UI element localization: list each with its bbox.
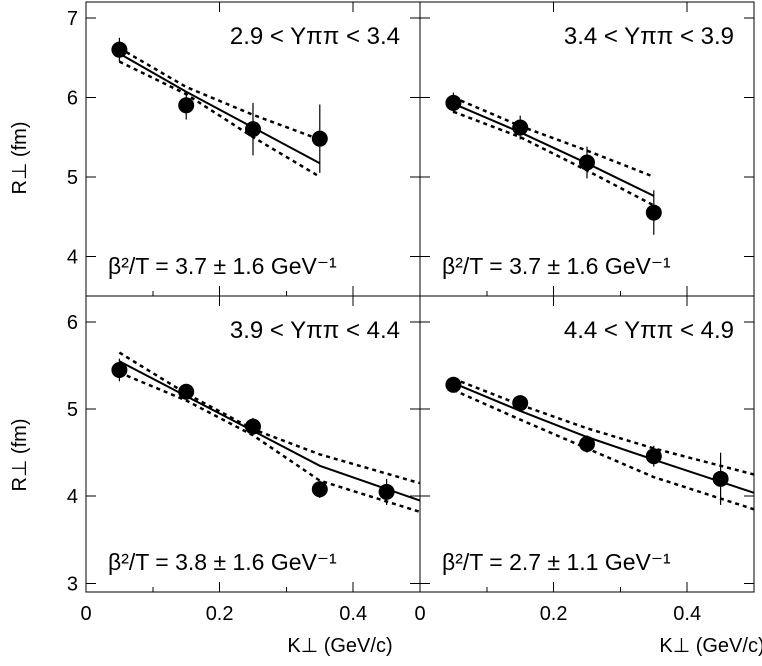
data-point [178, 383, 195, 400]
panel-annotation: β²/T = 3.8 ± 1.6 GeV⁻¹ [108, 549, 337, 575]
panel-bottom-right: 0 0.2 0.4 4.4 < Yππ < 4.9 β²/T = 2.7 ± 1.1 G… [414, 295, 755, 625]
data-point [245, 121, 261, 138]
data-point [512, 119, 529, 136]
fit-line [453, 102, 655, 197]
panel-title: 2.9 < Yππ < 3.4 [230, 23, 400, 50]
y-tick-label: 5 [67, 167, 78, 189]
ylabel-top: R⊥ (fm) [9, 122, 31, 195]
panel-annotation: β²/T = 3.7 ± 1.6 GeV⁻¹ [108, 253, 337, 279]
y-tick-label: 4 [67, 486, 78, 508]
y-tick-label: 4 [67, 246, 78, 268]
fit-lower-bound [118, 60, 321, 178]
y-tick-label: 5 [67, 399, 78, 421]
x-tick-label: 0.2 [206, 603, 234, 625]
y-tick-label: 6 [67, 312, 78, 334]
panel-bottom-left: 3 4 5 6 0 0.2 0.4 3.9 < Yππ < 4.4 β²/T = 3.8 ± 1… [67, 295, 421, 625]
y-tick-label: 7 [67, 8, 78, 30]
xlabel-right: K⊥ (GeV/c) [659, 635, 762, 657]
x-tick-label: 0 [80, 603, 91, 625]
data-point [378, 483, 395, 500]
data-point [579, 154, 595, 171]
panel-annotation: β²/T = 3.7 ± 1.6 GeV⁻¹ [442, 253, 671, 279]
fit-upper-bound [118, 47, 321, 141]
panel-title: 4.4 < Yππ < 4.9 [564, 317, 734, 344]
y-tick-label: 6 [67, 87, 78, 109]
fit-upper-bound [452, 377, 755, 476]
xlabel-left: K⊥ (GeV/c) [287, 635, 392, 657]
x-tick-label: 0.2 [540, 603, 568, 625]
fit-lower-bound [452, 388, 755, 511]
panel-top-right: 3.4 < Yππ < 3.9 β²/T = 3.7 ± 1.6 GeV⁻¹ [419, 1, 755, 297]
fit-line [453, 382, 755, 494]
data-point [245, 418, 261, 435]
panel-frame [419, 295, 755, 593]
data-point [111, 41, 128, 58]
data-point [178, 97, 195, 114]
data-point [445, 376, 462, 393]
data-point [111, 362, 128, 378]
data-point [579, 436, 595, 452]
x-tick-label: 0.4 [339, 603, 367, 625]
fit-lower-bound [452, 110, 655, 207]
panels-group: 4 5 6 7 2.9 < Yππ < 3.4 β²/T = 3.7 ± 1.6 GeV⁻… [67, 1, 755, 625]
panel-title: 3.4 < Yππ < 3.9 [564, 23, 734, 50]
ylabel-bottom: R⊥ (fm) [9, 419, 31, 492]
data-point [645, 448, 662, 465]
fit-line [118, 52, 321, 165]
panel-annotation: β²/T = 2.7 ± 1.1 GeV⁻¹ [442, 549, 671, 575]
data-point [512, 395, 529, 412]
data-point [645, 204, 662, 221]
fit-upper-bound [452, 96, 655, 178]
fit-upper-bound [118, 351, 421, 485]
data-point [311, 481, 328, 498]
panel-title: 3.9 < Yππ < 4.4 [230, 317, 400, 344]
x-tick-label: 0 [414, 603, 425, 625]
x-tick-label: 0.4 [673, 603, 701, 625]
data-point [712, 470, 729, 487]
fit-lower-bound [118, 371, 421, 514]
data-point [445, 94, 462, 111]
fit-line [118, 360, 421, 502]
data-point [311, 130, 328, 147]
y-tick-label: 3 [67, 573, 78, 595]
panel-top-left: 4 5 6 7 2.9 < Yππ < 3.4 β²/T = 3.7 ± 1.6 GeV⁻… [67, 1, 421, 297]
